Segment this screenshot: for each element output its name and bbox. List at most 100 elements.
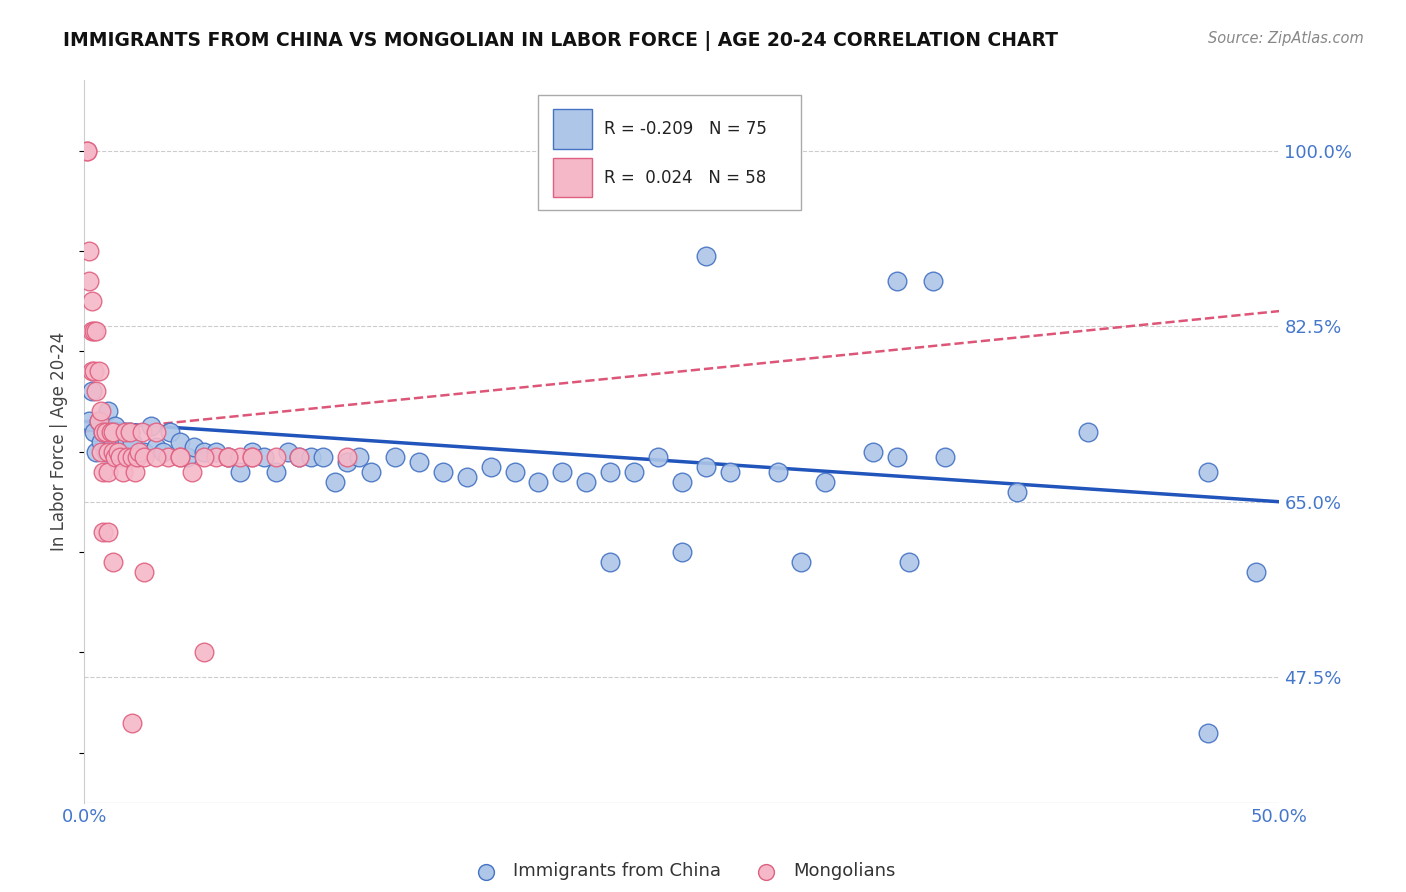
Point xyxy=(240,450,263,464)
Point xyxy=(132,565,156,579)
Point xyxy=(80,324,103,338)
Point xyxy=(77,274,100,288)
Point xyxy=(479,459,502,474)
Point xyxy=(118,425,141,439)
Point xyxy=(145,450,167,464)
Point xyxy=(217,450,239,464)
Text: Source: ZipAtlas.com: Source: ZipAtlas.com xyxy=(1208,31,1364,46)
Point xyxy=(336,450,359,464)
Point xyxy=(599,555,621,569)
Point xyxy=(87,364,110,378)
Point xyxy=(97,465,120,479)
Point xyxy=(80,364,103,378)
Point xyxy=(101,555,124,569)
FancyBboxPatch shape xyxy=(538,95,801,211)
Point xyxy=(277,444,299,458)
Point xyxy=(80,294,103,309)
Point xyxy=(121,450,143,464)
Point xyxy=(898,555,921,569)
Point xyxy=(432,465,454,479)
Point xyxy=(886,274,908,288)
Point xyxy=(1077,425,1099,439)
Point xyxy=(90,404,112,418)
Point xyxy=(77,244,100,258)
Legend: Immigrants from China, Mongolians: Immigrants from China, Mongolians xyxy=(461,855,903,888)
Point xyxy=(217,450,239,464)
Point xyxy=(101,434,124,449)
Point xyxy=(695,249,717,263)
Point xyxy=(575,475,598,489)
Point xyxy=(125,450,148,464)
Point xyxy=(695,459,717,474)
Point xyxy=(118,425,141,439)
Point xyxy=(176,450,198,464)
Point xyxy=(503,465,526,479)
Point xyxy=(253,450,276,464)
Point xyxy=(90,444,112,458)
Point xyxy=(193,450,215,464)
Point xyxy=(111,429,134,443)
Point xyxy=(229,450,252,464)
Point xyxy=(312,450,335,464)
Point xyxy=(104,450,127,464)
Point xyxy=(336,455,359,469)
Point xyxy=(193,645,215,659)
Point xyxy=(922,274,945,288)
Point xyxy=(766,465,789,479)
Point xyxy=(100,425,122,439)
Point xyxy=(97,524,120,539)
Point xyxy=(117,434,139,449)
Text: R =  0.024   N = 58: R = 0.024 N = 58 xyxy=(605,169,766,186)
Point xyxy=(125,450,148,464)
Point xyxy=(288,450,311,464)
Point xyxy=(131,425,153,439)
Point xyxy=(1244,565,1267,579)
Point xyxy=(169,450,191,464)
Point xyxy=(181,465,204,479)
Point xyxy=(159,425,181,439)
Point xyxy=(647,450,669,464)
Point xyxy=(93,524,115,539)
Bar xyxy=(553,109,592,149)
Point xyxy=(117,450,139,464)
Point xyxy=(671,545,693,559)
Point xyxy=(718,465,741,479)
Point xyxy=(121,715,143,730)
Point xyxy=(80,384,103,399)
Point xyxy=(886,450,908,464)
Point xyxy=(325,475,347,489)
Point xyxy=(384,450,406,464)
Point xyxy=(90,434,112,449)
Point xyxy=(145,425,167,439)
Point xyxy=(110,444,132,458)
Point xyxy=(76,144,98,158)
Bar xyxy=(553,158,592,197)
Point xyxy=(183,440,205,454)
Point xyxy=(97,444,120,458)
Point xyxy=(83,364,105,378)
Point xyxy=(408,455,430,469)
Point xyxy=(288,450,311,464)
Text: IMMIGRANTS FROM CHINA VS MONGOLIAN IN LABOR FORCE | AGE 20-24 CORRELATION CHART: IMMIGRANTS FROM CHINA VS MONGOLIAN IN LA… xyxy=(63,31,1059,51)
Point xyxy=(141,419,163,434)
Point xyxy=(217,450,239,464)
Point xyxy=(360,465,382,479)
Point xyxy=(114,425,136,439)
Point xyxy=(169,450,191,464)
Point xyxy=(934,450,956,464)
Point xyxy=(1005,484,1028,499)
Point xyxy=(83,324,105,338)
Point xyxy=(145,440,167,454)
Point xyxy=(121,434,143,449)
Point xyxy=(240,444,263,458)
Point xyxy=(527,475,550,489)
Point xyxy=(551,465,574,479)
Point xyxy=(107,444,129,458)
Point xyxy=(77,414,100,429)
Point xyxy=(110,450,132,464)
Point xyxy=(1197,725,1219,739)
Point xyxy=(83,425,105,439)
Point xyxy=(87,414,110,429)
Point xyxy=(93,425,115,439)
Point xyxy=(93,425,115,439)
